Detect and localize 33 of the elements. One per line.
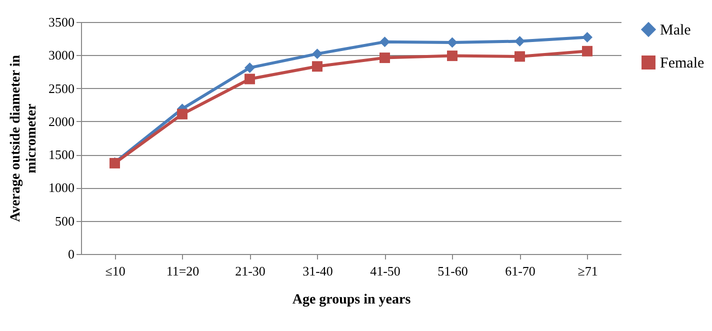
- legend-label: Male: [660, 22, 692, 38]
- y-tick-label: 0: [68, 246, 74, 262]
- x-tick-label: 31-40: [302, 264, 333, 278]
- x-tick-label: ≤10: [105, 264, 126, 278]
- point: [244, 62, 255, 73]
- y-tick-label: 1500: [48, 147, 74, 162]
- point: [312, 61, 322, 72]
- point: [244, 74, 255, 84]
- x-tick-label: ≥71: [578, 264, 598, 278]
- point: [380, 52, 390, 64]
- point: [447, 50, 458, 62]
- x-tick-label: 21-30: [235, 264, 266, 278]
- x-tick-label: 41-50: [370, 264, 400, 278]
- point: [514, 36, 525, 46]
- y-tick-label: 2500: [48, 80, 74, 96]
- point: [177, 108, 188, 120]
- y-axis-title: Average outside diameter in micrometer: [8, 54, 40, 222]
- point: [514, 51, 525, 62]
- legend-label: Female: [660, 56, 704, 72]
- x-tick-label: 11=20: [166, 264, 200, 278]
- y-tick-label: 500: [55, 213, 74, 228]
- point: [380, 36, 390, 48]
- point: [447, 37, 458, 48]
- point: [312, 48, 322, 60]
- x-tick-label: 61-70: [505, 264, 536, 278]
- point: [582, 32, 592, 42]
- x-tick-label: 51-60: [438, 264, 468, 278]
- y-tick-label: 1000: [48, 180, 74, 196]
- y-tick-label: 2000: [48, 114, 74, 129]
- x-axis-title: Age groups in years: [292, 292, 412, 308]
- y-tick-label: 3000: [48, 48, 74, 63]
- point: [582, 46, 592, 56]
- y-tick-label: 3500: [48, 14, 74, 30]
